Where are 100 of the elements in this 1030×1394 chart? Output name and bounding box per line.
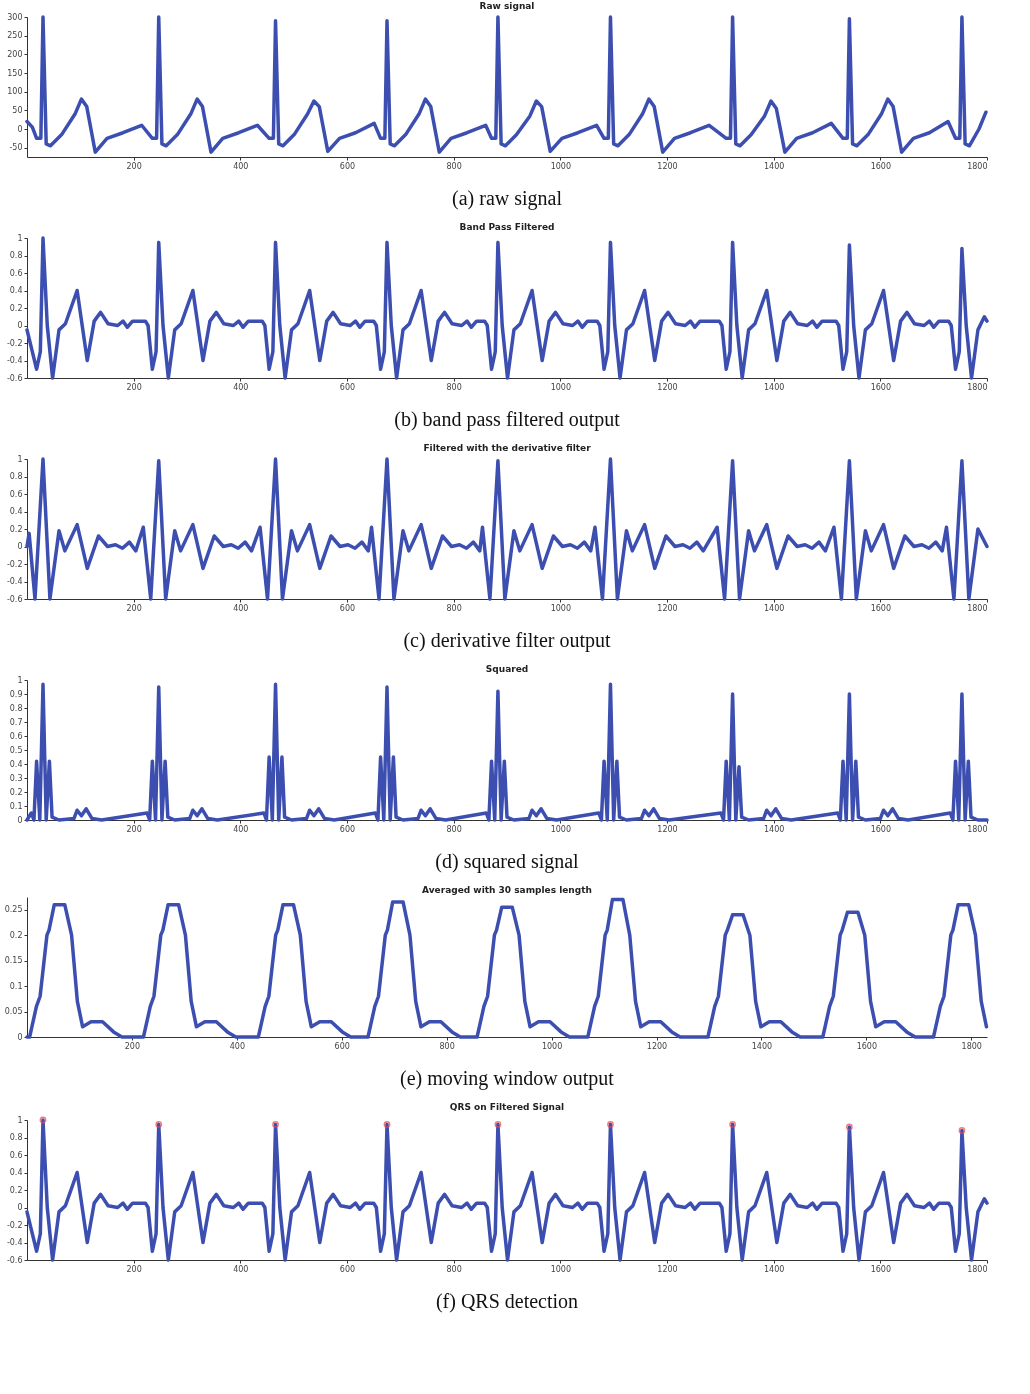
y-tick-label: 0: [17, 815, 23, 825]
x-tick-label: 600: [339, 1264, 356, 1274]
line-series: [25, 457, 989, 601]
point: [155, 1120, 163, 1128]
x-tick-label: 1400: [763, 382, 785, 392]
x-tick-label: 1000: [550, 382, 572, 392]
y-tick-label: 0.2: [9, 1185, 23, 1195]
y-tick-label: 0.8: [9, 251, 23, 260]
point: [607, 1120, 614, 1128]
x-tick-label: 1400: [763, 603, 785, 613]
point: [272, 1120, 279, 1128]
y-tick-label: 0.1: [9, 801, 23, 811]
line-series: [25, 15, 988, 154]
chart-title: Raw signal: [479, 1, 535, 11]
y-tick-label: 0.7: [9, 717, 23, 727]
y-tick-label: 0: [17, 1032, 23, 1042]
y-tick-label: -0.4: [6, 1238, 23, 1247]
y-tick-label: 1: [17, 1115, 23, 1125]
x-tick-label: 1000: [541, 1041, 563, 1051]
x-tick-label: 1800: [967, 161, 988, 171]
y-tick-label: 200: [7, 49, 23, 59]
x-tick-label: 600: [334, 1041, 350, 1051]
x-tick-label: 200: [126, 603, 142, 613]
y-tick-label: 0: [17, 1203, 23, 1212]
x-tick-label: 800: [439, 1041, 455, 1051]
chart-title: Averaged with 30 samples length: [422, 885, 592, 895]
line-series: [25, 897, 989, 1039]
x-tick-label: 1600: [870, 382, 892, 392]
x-tick-label: 600: [339, 824, 356, 834]
x-tick-label: 200: [126, 824, 142, 834]
x-tick-label: 1600: [870, 824, 892, 834]
x-tick-label: 800: [446, 382, 462, 392]
x-tick-label: 400: [233, 824, 249, 834]
y-tick-label: 0.25: [4, 905, 23, 915]
x-tick-label: 600: [339, 161, 356, 171]
y-tick-label: -0.4: [6, 356, 23, 365]
chart-title: Band Pass Filtered: [459, 222, 555, 232]
y-tick-label: 250: [7, 31, 23, 41]
y-tick-label: 0.3: [9, 773, 23, 783]
y-tick-label: 0.4: [9, 286, 23, 295]
x-tick-label: 1000: [550, 161, 572, 171]
y-tick-label: 0.6: [9, 1150, 23, 1160]
x-tick-label: 400: [233, 161, 249, 171]
line-series: [25, 682, 989, 822]
y-tick-label: -0.6: [6, 373, 23, 383]
x-tick-label: 400: [233, 382, 249, 392]
x-tick-label: 600: [339, 603, 356, 613]
y-tick-label: 0.8: [9, 703, 23, 713]
y-tick-label: 50: [12, 105, 23, 115]
x-tick-label: 1800: [967, 824, 988, 834]
x-tick-label: 1800: [967, 1264, 988, 1274]
point: [494, 1120, 502, 1128]
x-tick-label: 200: [126, 382, 142, 392]
text: (d) squared signal: [435, 850, 580, 873]
x-tick-label: 1200: [657, 1264, 678, 1274]
x-tick-label: 1200: [657, 382, 678, 392]
y-tick-label: 0: [17, 124, 23, 134]
x-tick-label: 1000: [550, 824, 572, 834]
x-tick-label: 1600: [870, 161, 892, 171]
y-tick-label: 0.2: [9, 787, 23, 797]
y-tick-label: 300: [7, 12, 23, 22]
y-tick-label: 0.6: [9, 731, 23, 741]
x-tick-label: 1800: [961, 1041, 982, 1051]
y-tick-label: -0.6: [6, 594, 23, 604]
y-tick-label: 0.05: [4, 1007, 23, 1017]
x-tick-label: 1800: [967, 382, 988, 392]
x-tick-label: 600: [339, 382, 356, 392]
x-tick-label: 1600: [870, 1264, 892, 1274]
x-tick-label: 1400: [763, 1264, 785, 1274]
point: [958, 1127, 966, 1134]
x-tick-label: 1800: [967, 603, 988, 613]
y-tick-label: 0.6: [9, 489, 23, 499]
line-series: [25, 236, 989, 380]
x-tick-label: 1600: [856, 1041, 878, 1051]
x-tick-label: 1000: [550, 1264, 572, 1274]
y-tick-label: 0.8: [9, 1133, 23, 1142]
x-tick-label: 1600: [870, 603, 892, 613]
text: (f) QRS detection: [435, 1290, 579, 1313]
x-tick-label: 800: [446, 161, 462, 171]
x-tick-label: 200: [126, 1264, 142, 1274]
x-tick-label: 1200: [657, 824, 678, 834]
text: (c) derivative filter output: [403, 629, 612, 652]
x-tick-label: 400: [233, 603, 249, 613]
y-tick-label: -0.6: [6, 1255, 23, 1265]
y-tick-label: 0: [17, 542, 23, 551]
text: (b) band pass filtered output: [394, 408, 621, 431]
text: (a) raw signal: [452, 187, 563, 210]
y-tick-label: 0.8: [9, 472, 23, 481]
x-tick-label: 800: [446, 824, 462, 834]
line-series: [25, 1118, 989, 1262]
y-tick-label: 1: [17, 454, 23, 464]
chart-title: Filtered with the derivative filter: [423, 443, 592, 453]
x-tick-label: 1400: [763, 824, 785, 834]
point: [846, 1123, 853, 1131]
y-tick-label: 100: [7, 87, 23, 97]
y-tick-label: 0.4: [9, 507, 23, 516]
chart-title: QRS on Filtered Signal: [449, 1102, 565, 1113]
y-tick-label: 0.2: [9, 930, 23, 940]
y-tick-label: 1: [17, 675, 23, 685]
chart-title: Squared: [485, 664, 529, 674]
